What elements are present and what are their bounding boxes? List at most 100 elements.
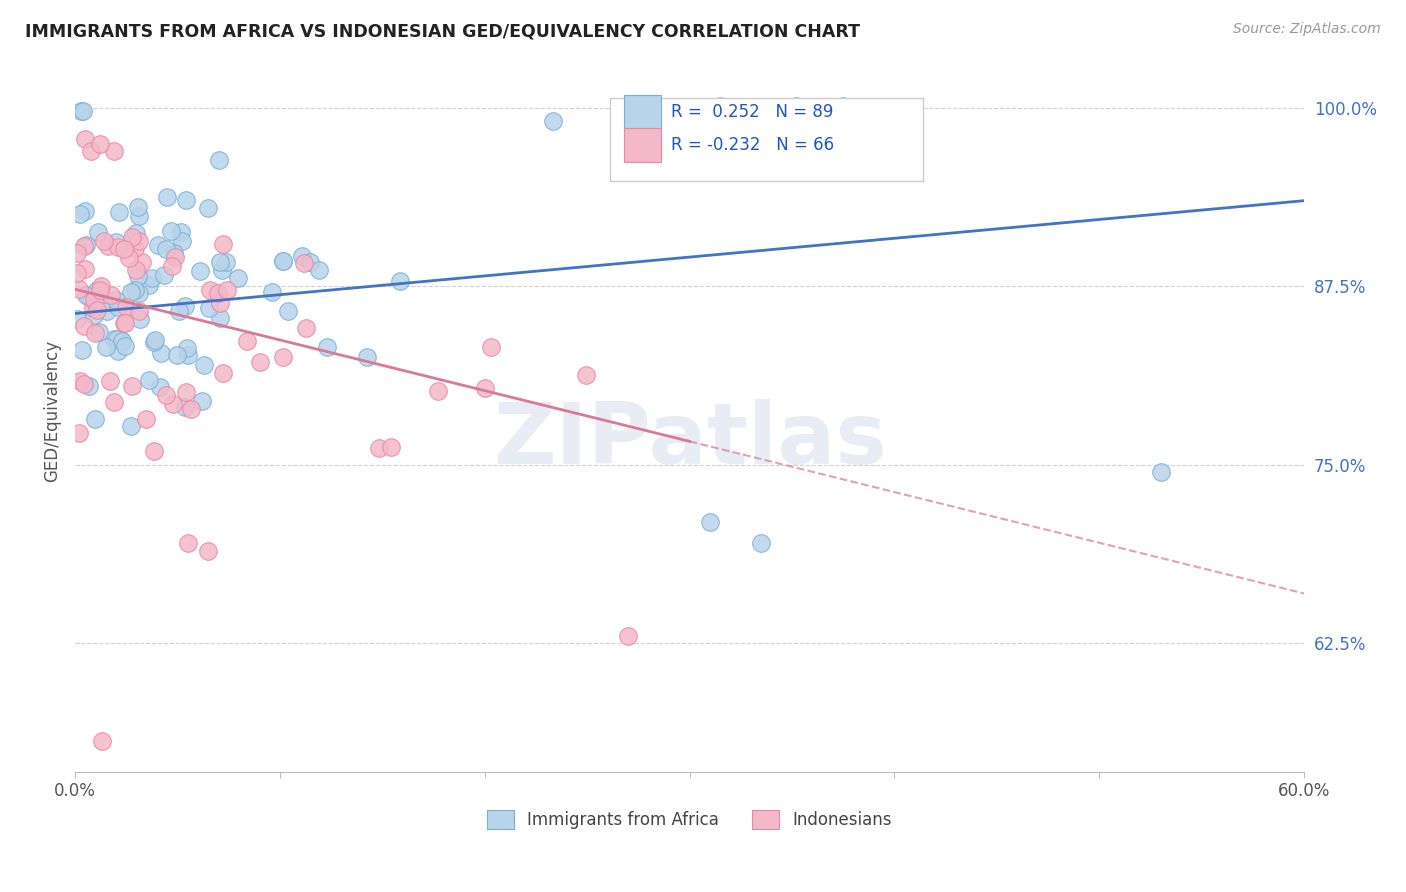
Indonesians	[208, 296, 231, 310]
Immigrants from Africa	[174, 193, 197, 207]
Immigrants from Africa	[114, 339, 136, 353]
Indonesians	[118, 251, 141, 265]
Indonesians	[295, 320, 318, 334]
Immigrants from Africa	[89, 325, 111, 339]
Indonesians	[121, 229, 143, 244]
Immigrants from Africa	[127, 269, 149, 284]
Immigrants from Africa	[129, 312, 152, 326]
Immigrants from Africa	[79, 290, 101, 304]
Indonesians	[73, 376, 96, 391]
Indonesians	[93, 234, 115, 248]
Bar	[624, 128, 661, 162]
Immigrants from Africa	[208, 153, 231, 167]
Immigrants from Africa	[197, 202, 219, 216]
Immigrants from Africa	[141, 271, 163, 285]
Indonesians	[292, 256, 315, 270]
Indonesians	[82, 301, 104, 315]
Immigrants from Africa	[149, 345, 172, 359]
Indonesians	[249, 354, 271, 368]
Bar	[624, 95, 661, 129]
Indonesians	[368, 441, 391, 455]
Immigrants from Africa	[170, 234, 193, 248]
Indonesians	[162, 397, 184, 411]
Immigrants from Africa	[114, 298, 136, 312]
Indonesians	[75, 132, 97, 146]
Immigrants from Africa	[138, 373, 160, 387]
Indonesians	[112, 317, 135, 331]
Indonesians	[66, 266, 89, 280]
Indonesians	[67, 282, 90, 296]
Indonesians	[83, 293, 105, 308]
Immigrants from Africa	[262, 285, 284, 300]
Indonesians	[90, 733, 112, 747]
Indonesians	[271, 350, 294, 364]
Legend: Immigrants from Africa, Indonesians: Immigrants from Africa, Indonesians	[481, 804, 898, 836]
Immigrants from Africa	[121, 234, 143, 248]
Immigrants from Africa	[142, 334, 165, 349]
Immigrants from Africa	[107, 344, 129, 359]
Immigrants from Africa	[190, 394, 212, 409]
Immigrants from Africa	[125, 226, 148, 240]
Text: ZIPatlas: ZIPatlas	[492, 399, 887, 482]
Indonesians	[107, 240, 129, 254]
Immigrants from Africa	[66, 312, 89, 326]
Indonesians	[176, 536, 198, 550]
Immigrants from Africa	[127, 200, 149, 214]
Indonesians	[100, 288, 122, 302]
Indonesians	[115, 301, 138, 315]
Immigrants from Africa	[75, 288, 97, 302]
Immigrants from Africa	[211, 263, 233, 277]
Indonesians	[86, 303, 108, 318]
Immigrants from Africa	[277, 303, 299, 318]
Immigrants from Africa	[72, 103, 94, 118]
Text: R = -0.232   N = 66: R = -0.232 N = 66	[671, 136, 834, 154]
Immigrants from Africa	[124, 284, 146, 298]
Indonesians	[114, 316, 136, 330]
Immigrants from Africa	[176, 342, 198, 356]
Indonesians	[180, 401, 202, 416]
Indonesians	[89, 137, 111, 152]
Immigrants from Africa	[83, 411, 105, 425]
Immigrants from Africa	[105, 332, 128, 346]
Immigrants from Africa	[389, 274, 412, 288]
Indonesians	[135, 412, 157, 426]
Immigrants from Africa	[86, 225, 108, 239]
Indonesians	[160, 259, 183, 273]
Immigrants from Africa	[111, 334, 134, 349]
Indonesians	[69, 374, 91, 388]
Immigrants from Africa	[785, 99, 807, 113]
Indonesians	[103, 394, 125, 409]
Immigrants from Africa	[541, 114, 564, 128]
Immigrants from Africa	[193, 359, 215, 373]
Immigrants from Africa	[166, 348, 188, 362]
Immigrants from Africa	[96, 340, 118, 354]
Indonesians	[98, 374, 121, 388]
Immigrants from Africa	[170, 226, 193, 240]
Immigrants from Africa	[93, 292, 115, 306]
Indonesians	[89, 283, 111, 297]
Indonesians	[212, 366, 235, 380]
Indonesians	[142, 444, 165, 458]
Immigrants from Africa	[188, 263, 211, 277]
Immigrants from Africa	[208, 254, 231, 268]
Indonesians	[479, 339, 502, 353]
Immigrants from Africa	[308, 263, 330, 277]
Indonesians	[163, 250, 186, 264]
Indonesians	[73, 239, 96, 253]
Immigrants from Africa	[832, 99, 855, 113]
Immigrants from Africa	[111, 334, 134, 348]
Immigrants from Africa	[146, 238, 169, 252]
Indonesians	[575, 368, 598, 383]
Immigrants from Africa	[177, 348, 200, 362]
Immigrants from Africa	[155, 243, 177, 257]
Immigrants from Africa	[316, 340, 339, 354]
Text: IMMIGRANTS FROM AFRICA VS INDONESIAN GED/EQUIVALENCY CORRELATION CHART: IMMIGRANTS FROM AFRICA VS INDONESIAN GED…	[25, 22, 860, 40]
Immigrants from Africa	[75, 238, 97, 252]
Indonesians	[69, 426, 91, 441]
Immigrants from Africa	[209, 311, 232, 326]
Immigrants from Africa	[145, 333, 167, 347]
Immigrants from Africa	[699, 515, 721, 529]
Immigrants from Africa	[291, 249, 314, 263]
Indonesians	[103, 144, 125, 158]
Immigrants from Africa	[149, 380, 172, 394]
